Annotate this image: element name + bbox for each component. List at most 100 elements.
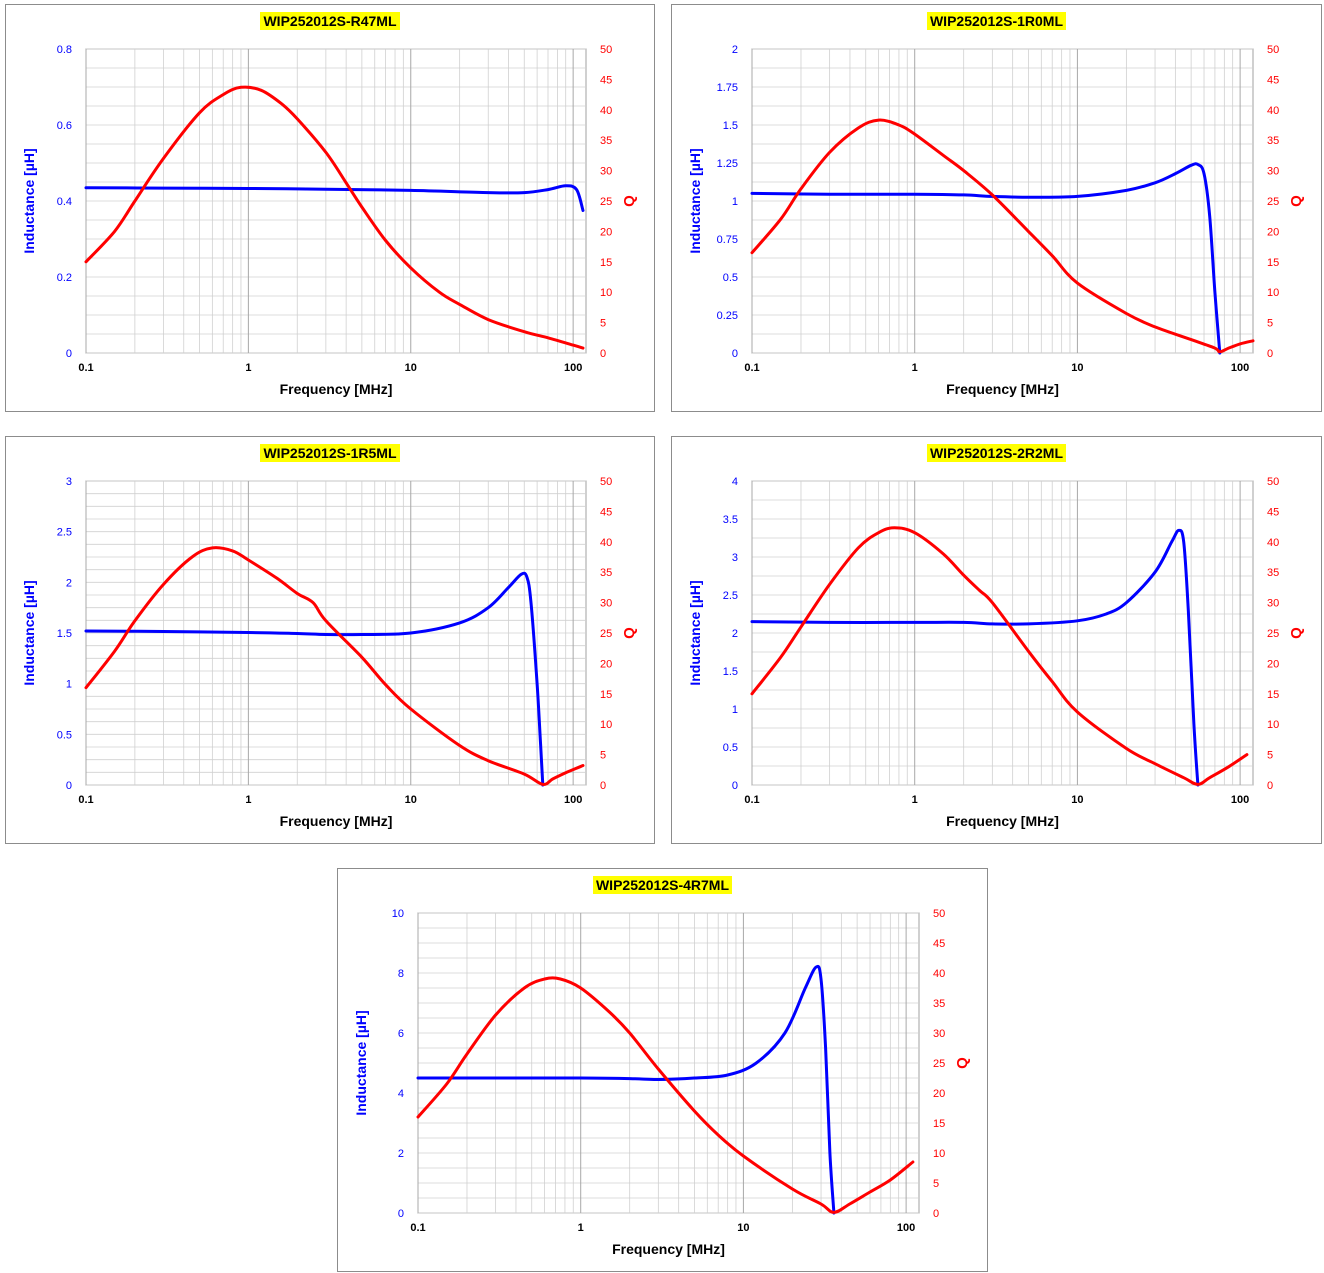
y2-tick-label: 0 [600,348,606,360]
y-tick-label: 1.5 [57,628,72,640]
x-tick-label: 100 [564,362,582,374]
y2-tick-label: 20 [1267,658,1279,670]
y-tick-label: 1 [66,679,72,691]
y-tick-label: 1.5 [723,120,738,132]
chart-svg: 00.511.522.533.54051015202530354045500.1… [687,476,1305,829]
y2-tick-label: 5 [1267,750,1273,762]
y2-tick-label: 25 [600,628,612,640]
y-tick-label: 0.4 [57,196,72,208]
y2-tick-label: 0 [1267,780,1273,792]
y2-tick-label: 5 [600,318,606,330]
y2-tick-label: 30 [600,166,612,178]
x-tick-label: 10 [405,362,417,374]
y-tick-label: 4 [732,476,738,488]
y2-tick-label: 45 [1267,74,1279,86]
y2-tick-label: 10 [600,287,612,299]
y-axis-title: Inductance [µH] [21,148,37,253]
y2-tick-label: 40 [600,537,612,549]
y2-tick-label: 15 [933,1118,945,1130]
q-series-line [84,546,585,786]
chart-panel-2: WIP252012S-1R0ML 0 0.25 0.5 0.75 1 1.25 1.5 1.7… [671,4,1322,412]
chart-panel-3: WIP252012S-1R5ML 0 0.5 1 1.5 2 2.5 3 0 5 10 15 20 25… [5,436,655,844]
y2-tick-label: 10 [600,719,612,731]
y2-tick-label: 20 [1267,226,1279,238]
x-tick-label: 0.1 [744,794,759,806]
y2-tick-label: 35 [933,998,945,1010]
x-tick-label: 10 [405,794,417,806]
inductance-series-line [84,184,585,212]
y2-tick-label: 10 [1267,719,1279,731]
y-tick-label: 2 [398,1148,404,1160]
y-tick-label: 3 [66,476,72,488]
y-tick-label: 2 [732,628,738,640]
x-tick-label: 0.1 [78,362,93,374]
y2-tick-label: 50 [1267,44,1279,56]
y-tick-label: 2.5 [723,590,738,602]
y-tick-label: 0.6 [57,120,72,132]
chart-panel-4: WIP252012S-2R2ML 0 0.5 1 1.5 2 2.5 3 3.5 4 0 5 10 15… [671,436,1322,844]
chart-svg: 00.250.50.7511.251.51.752051015202530354… [687,44,1305,397]
y-tick-label: 1.5 [723,666,738,678]
x-tick-label: 100 [1231,362,1249,374]
x-tick-label: 0.1 [744,362,759,374]
inductance-series-line [750,528,1200,787]
x-tick-label: 0.1 [78,794,93,806]
y2-tick-label: 15 [1267,257,1279,269]
y2-tick-label: 30 [1267,166,1279,178]
y2-axis-title: Q [1288,195,1305,207]
y-tick-label: 1 [732,196,738,208]
x-axis-title: Frequency [MHz] [946,381,1059,397]
x-tick-label: 100 [564,794,582,806]
y2-tick-label: 25 [933,1058,945,1070]
y-tick-label: 0.75 [717,234,738,246]
y2-tick-label: 20 [933,1088,945,1100]
y-tick-label: 6 [398,1028,404,1040]
y2-tick-label: 30 [600,598,612,610]
y2-tick-label: 45 [933,938,945,950]
y2-tick-label: 25 [600,196,612,208]
q-series-line [84,85,585,350]
y2-tick-label: 10 [933,1148,945,1160]
y-tick-label: 0.8 [57,44,72,56]
x-tick-label: 1 [245,362,251,374]
chart-panel-5: WIP252012S-4R7ML 0 2 4 6 8 10 0 5 10 15 20 25 30 35 40… [337,868,988,1272]
y-tick-label: 0.2 [57,272,72,284]
x-tick-label: 100 [1231,794,1249,806]
y2-tick-label: 35 [600,567,612,579]
x-tick-label: 1 [245,794,251,806]
y2-tick-label: 25 [1267,196,1279,208]
y2-tick-label: 5 [933,1178,939,1190]
y2-tick-label: 15 [1267,689,1279,701]
x-tick-label: 100 [897,1222,915,1234]
y-tick-label: 1.75 [717,82,738,94]
y2-tick-label: 15 [600,257,612,269]
y2-tick-label: 20 [600,658,612,670]
y2-tick-label: 0 [933,1208,939,1220]
y2-tick-label: 35 [600,135,612,147]
y2-tick-label: 5 [1267,318,1273,330]
chart-title: WIP252012S-R47ML [260,12,400,30]
x-tick-label: 1 [578,1222,584,1234]
x-tick-label: 1 [912,362,918,374]
y2-axis-title: Q [954,1057,971,1069]
y-axis-title: Inductance [µH] [687,148,703,253]
y-tick-label: 2 [732,44,738,56]
y-axis-title: Inductance [µH] [687,580,703,685]
y2-tick-label: 30 [933,1028,945,1040]
inductance-series-line [416,964,836,1215]
y-axis-title: Inductance [µH] [353,1010,369,1115]
y2-tick-label: 35 [1267,135,1279,147]
y2-tick-label: 35 [1267,567,1279,579]
y2-tick-label: 45 [600,74,612,86]
y-tick-label: 1 [732,704,738,716]
y2-axis-title: Q [621,627,638,639]
y-tick-label: 4 [398,1088,404,1100]
y2-tick-label: 0 [600,780,606,792]
x-tick-label: 10 [1071,362,1083,374]
y2-tick-label: 40 [1267,537,1279,549]
y-tick-label: 0.5 [723,742,738,754]
y-tick-label: 2 [66,577,72,589]
chart-title: WIP252012S-2R2ML [926,444,1067,462]
